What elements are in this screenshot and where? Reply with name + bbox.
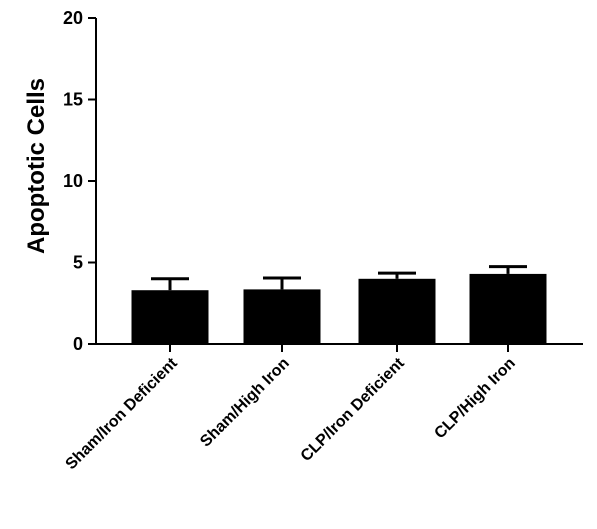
bar [469, 273, 547, 344]
x-category-label: CLP/Iron Deficient [298, 354, 409, 465]
x-category-label: CLP/High Iron [431, 355, 518, 442]
y-tick-label: 15 [63, 90, 83, 110]
bar [131, 290, 209, 344]
y-tick-label: 20 [63, 8, 83, 28]
y-tick-label: 0 [73, 334, 83, 354]
plot-area: 0 5 10 15 20 Sham/Iron Deficient Sham/High Iro… [63, 8, 583, 473]
x-category-label: Sham/High Iron [197, 355, 293, 451]
y-tick-label: 10 [63, 171, 83, 191]
x-category-label: Sham/Iron Deficient [63, 354, 182, 473]
y-tick-label: 5 [73, 253, 83, 273]
y-axis-title: Apoptotic Cells [23, 78, 50, 254]
bar [358, 278, 436, 344]
bar [243, 289, 321, 344]
